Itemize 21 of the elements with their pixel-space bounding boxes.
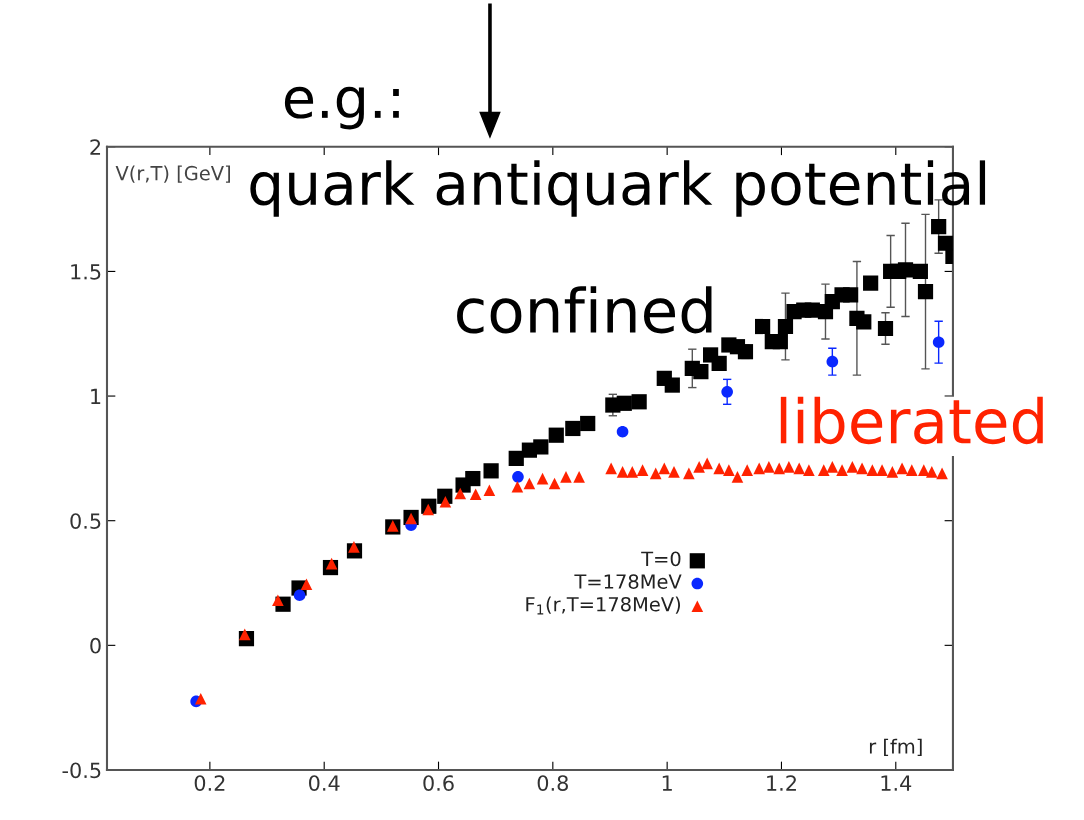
y-tick-label: 1.5: [71, 264, 101, 280]
x-tick-label: 0.2: [194, 775, 225, 791]
text: e.g.:: [284, 86, 399, 130]
x-tick-label: 0.4: [309, 775, 340, 791]
y-tick-label: 1: [91, 388, 101, 404]
x-tick-label: 1.2: [767, 775, 796, 791]
y-tick-label: 0: [90, 637, 101, 654]
y-tick-label: -0.5: [62, 762, 101, 779]
x-tick-label: 0.8: [537, 775, 568, 791]
x-tick-label: 1: [662, 775, 672, 791]
legend-label: F$_{1}$(r,T=178MeV): [526, 596, 681, 615]
legend-label: T=0: [641, 551, 681, 567]
y-tick-label: 2: [90, 139, 101, 155]
x-tick-label: 1.4: [881, 775, 912, 791]
x-tick-label: 0.6: [423, 775, 454, 791]
annotation: liberated: [780, 396, 1043, 445]
legend-label: T=178MeV: [574, 574, 682, 589]
y-axis-title: V(r,T) [GeV]: [115, 165, 230, 183]
annotation: confined: [457, 286, 712, 334]
y-tick-label: 0.5: [70, 513, 101, 529]
x-axis-title: r [fm]: [869, 738, 922, 757]
